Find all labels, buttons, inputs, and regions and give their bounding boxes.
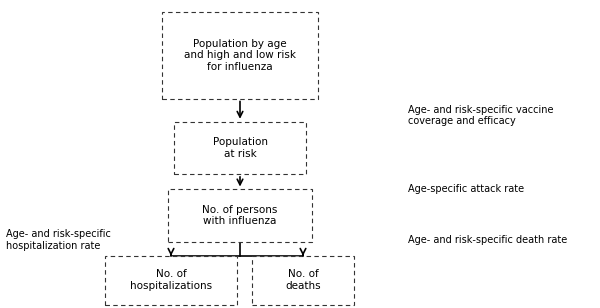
FancyBboxPatch shape xyxy=(168,189,312,242)
Text: No. of
deaths: No. of deaths xyxy=(285,270,321,291)
Text: Age- and risk-specific
hospitalization rate: Age- and risk-specific hospitalization r… xyxy=(6,229,111,251)
FancyBboxPatch shape xyxy=(174,122,306,174)
Text: Age- and risk-specific vaccine
coverage and efficacy: Age- and risk-specific vaccine coverage … xyxy=(408,105,554,126)
Text: No. of persons
with influenza: No. of persons with influenza xyxy=(202,205,278,226)
FancyBboxPatch shape xyxy=(105,256,237,305)
Text: Population by age
and high and low risk
for influenza: Population by age and high and low risk … xyxy=(184,39,296,72)
Text: No. of
hospitalizations: No. of hospitalizations xyxy=(130,270,212,291)
Text: Age- and risk-specific death rate: Age- and risk-specific death rate xyxy=(408,235,567,245)
Text: Age-specific attack rate: Age-specific attack rate xyxy=(408,184,524,194)
FancyBboxPatch shape xyxy=(252,256,354,305)
FancyBboxPatch shape xyxy=(162,12,318,99)
Text: Population
at risk: Population at risk xyxy=(212,137,268,159)
